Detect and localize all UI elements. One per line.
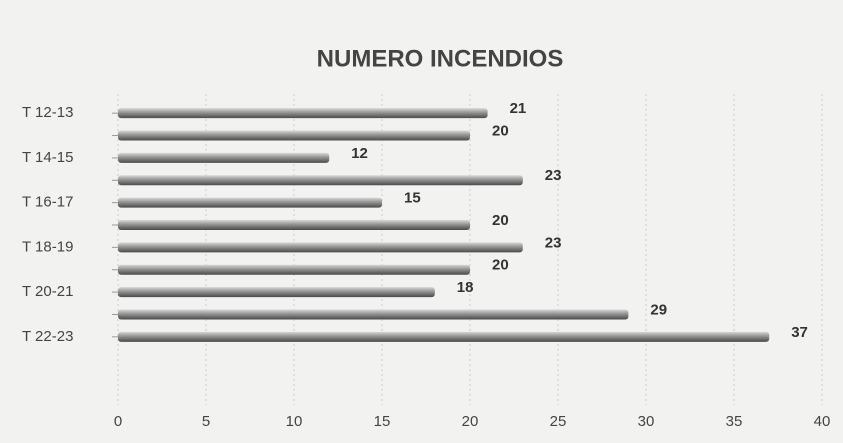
- bar: [118, 130, 470, 141]
- bar: [118, 197, 382, 208]
- y-tick-label: T 20-21: [22, 283, 73, 300]
- bar: [118, 108, 488, 119]
- x-tick-label: 25: [550, 413, 567, 430]
- y-tick-label: T 14-15: [22, 149, 73, 166]
- y-tick-label: T 16-17: [22, 194, 73, 211]
- x-tick-label: 10: [286, 413, 303, 430]
- bar: [118, 331, 770, 342]
- y-tick-label: T 22-23: [22, 328, 73, 345]
- data-label: 23: [545, 234, 562, 251]
- bar: [118, 175, 523, 186]
- bar: [118, 309, 629, 320]
- chart-title: NUMERO INCENDIOS: [317, 45, 564, 72]
- y-tick-label: T 12-13: [22, 104, 73, 121]
- data-label: 15: [404, 190, 421, 207]
- bar: [118, 242, 523, 253]
- data-label: 29: [650, 301, 667, 318]
- x-tick-label: 5: [202, 413, 210, 430]
- bar: [118, 287, 435, 298]
- data-label: 20: [492, 257, 509, 274]
- bar: [118, 152, 330, 163]
- data-label: 37: [791, 324, 808, 341]
- x-tick-label: 20: [462, 413, 479, 430]
- data-label: 18: [457, 279, 474, 296]
- data-label: 21: [510, 100, 527, 117]
- bar: [118, 220, 470, 230]
- x-tick-label: 40: [814, 413, 831, 430]
- data-label: 12: [351, 145, 368, 162]
- x-tick-label: 35: [726, 413, 743, 430]
- data-label: 23: [545, 167, 562, 184]
- x-tick-label: 30: [638, 413, 655, 430]
- x-tick-label: 0: [114, 413, 122, 430]
- y-tick-label: T 18-19: [22, 238, 73, 255]
- data-label: 20: [492, 123, 509, 140]
- x-tick-label: 15: [374, 413, 391, 430]
- bar: [118, 264, 470, 275]
- data-label: 20: [492, 212, 509, 229]
